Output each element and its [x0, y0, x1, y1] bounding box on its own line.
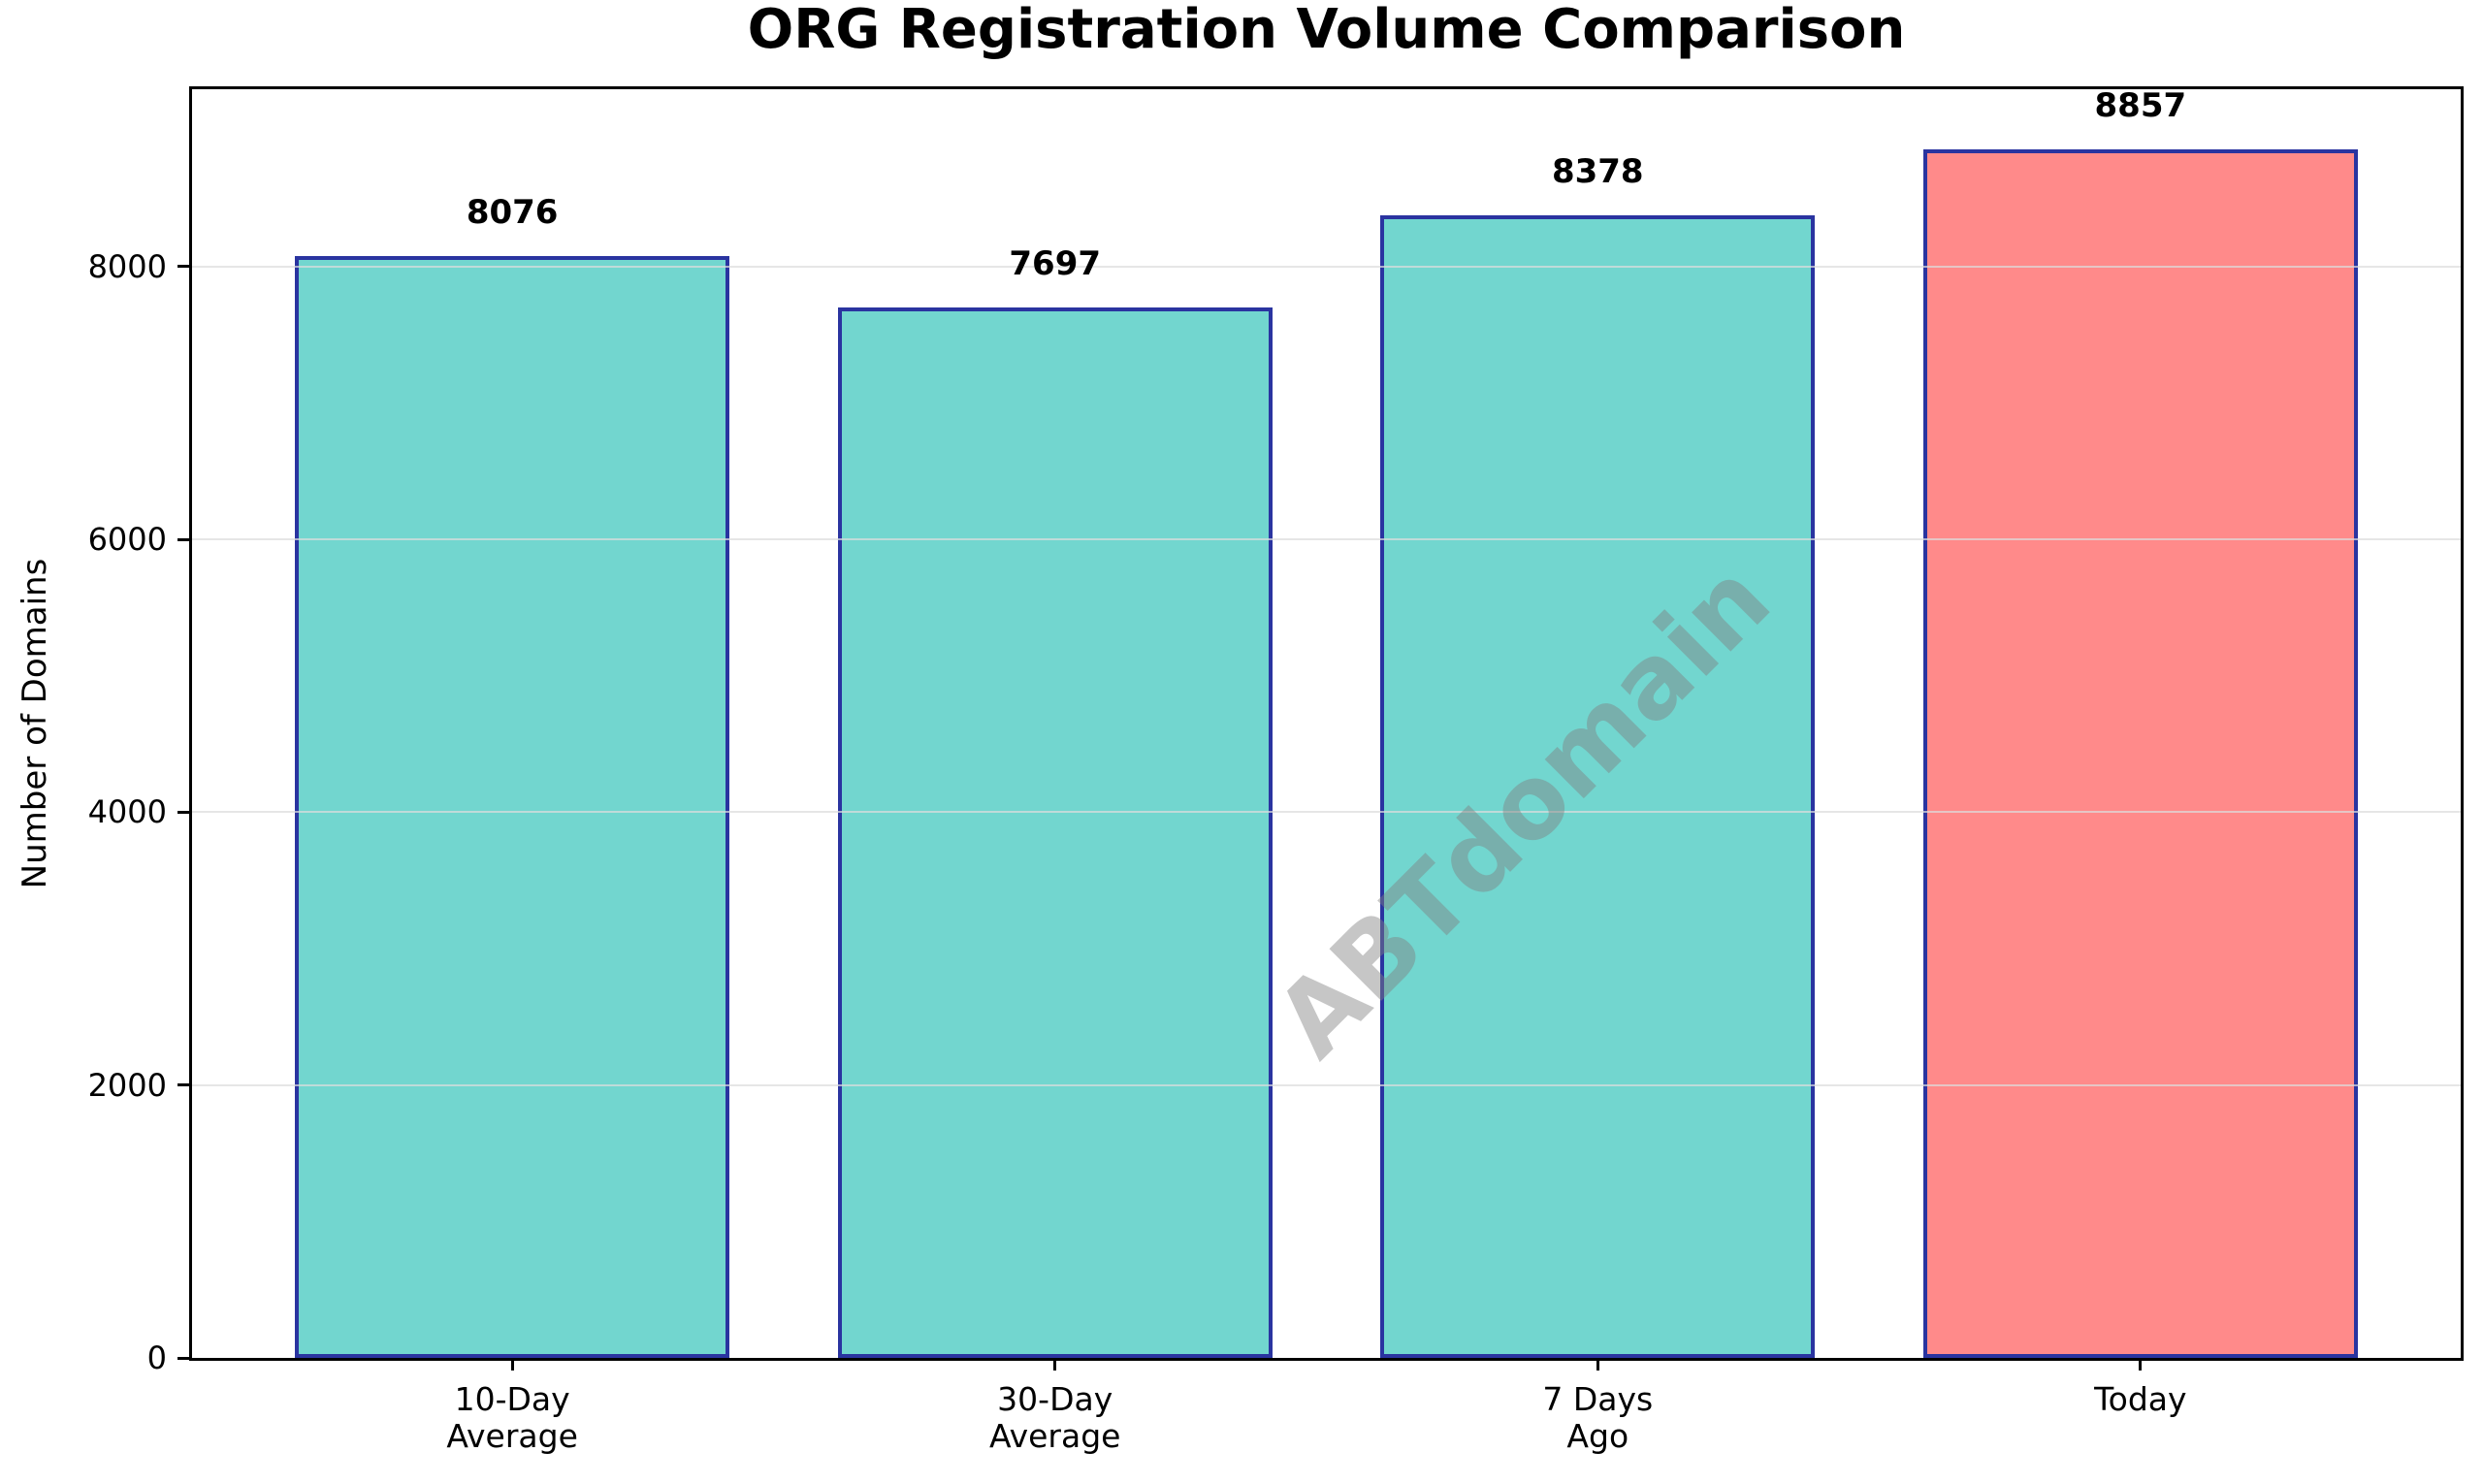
x-tick-mark-4: [2139, 1358, 2143, 1371]
x-tick-label-2: 30-Day Average: [988, 1380, 1121, 1455]
y-tick-label-8000: 8000: [87, 247, 167, 285]
x-tick-label-3: 7 Days Ago: [1542, 1380, 1654, 1455]
x-tick-label-4: Today: [2094, 1380, 2187, 1418]
x-tick-mark-1: [510, 1358, 514, 1371]
x-tick-label-1: 10-Day Average: [446, 1380, 578, 1455]
y-tick-mark-2000: [177, 1083, 189, 1087]
y-tick-mark-4000: [177, 810, 189, 814]
y-tick-label-2000: 2000: [87, 1066, 167, 1104]
bar-2: [837, 307, 1273, 1358]
y-tick-label-0: 0: [146, 1339, 167, 1376]
bar-1: [295, 256, 729, 1358]
gridline-y-8000: [192, 265, 2461, 268]
plot-area: ABTdomain: [189, 86, 2464, 1361]
y-tick-label-4000: 4000: [87, 793, 167, 831]
bar-4: [1923, 149, 2358, 1358]
y-tick-mark-8000: [177, 265, 189, 269]
gridline-y-6000: [192, 538, 2461, 541]
y-tick-mark-0: [177, 1356, 189, 1360]
bar-value-label-1: 8076: [466, 193, 559, 233]
bar-value-label-3: 8378: [1551, 151, 1644, 191]
gridline-y-2000: [192, 1083, 2461, 1086]
bar-value-label-2: 7697: [1009, 244, 1102, 284]
x-tick-mark-3: [1596, 1358, 1599, 1371]
gridline-y-4000: [192, 811, 2461, 814]
bar-3: [1380, 214, 1816, 1358]
chart-title: ORG Registration Volume Comparison: [747, 0, 1906, 61]
y-tick-label-6000: 6000: [87, 521, 167, 559]
x-tick-mark-2: [1053, 1358, 1057, 1371]
y-axis-label: Number of Domains: [16, 558, 54, 889]
y-tick-mark-6000: [177, 537, 189, 541]
bar-value-label-4: 8857: [2094, 86, 2187, 126]
